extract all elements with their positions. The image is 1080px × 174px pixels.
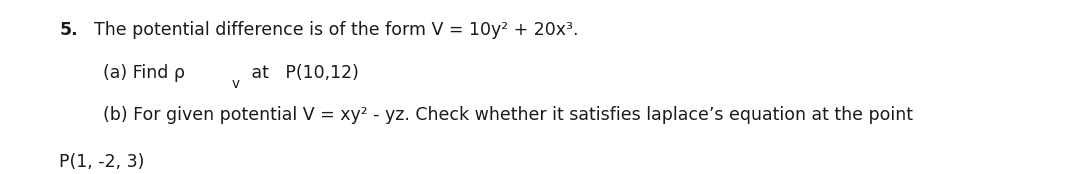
Text: (a) Find ρ: (a) Find ρ — [103, 64, 185, 82]
Text: 5.: 5. — [59, 21, 78, 39]
Text: (b) For given potential V = xy² - yz. Check whether it satisfies laplace’s equat: (b) For given potential V = xy² - yz. Ch… — [103, 106, 913, 124]
Text: P(1, -2, 3): P(1, -2, 3) — [59, 153, 145, 171]
Text: at   P(10,12): at P(10,12) — [246, 64, 360, 82]
Text: The potential difference is of the form V = 10y² + 20x³.: The potential difference is of the form … — [94, 21, 579, 39]
Text: v: v — [231, 77, 240, 90]
